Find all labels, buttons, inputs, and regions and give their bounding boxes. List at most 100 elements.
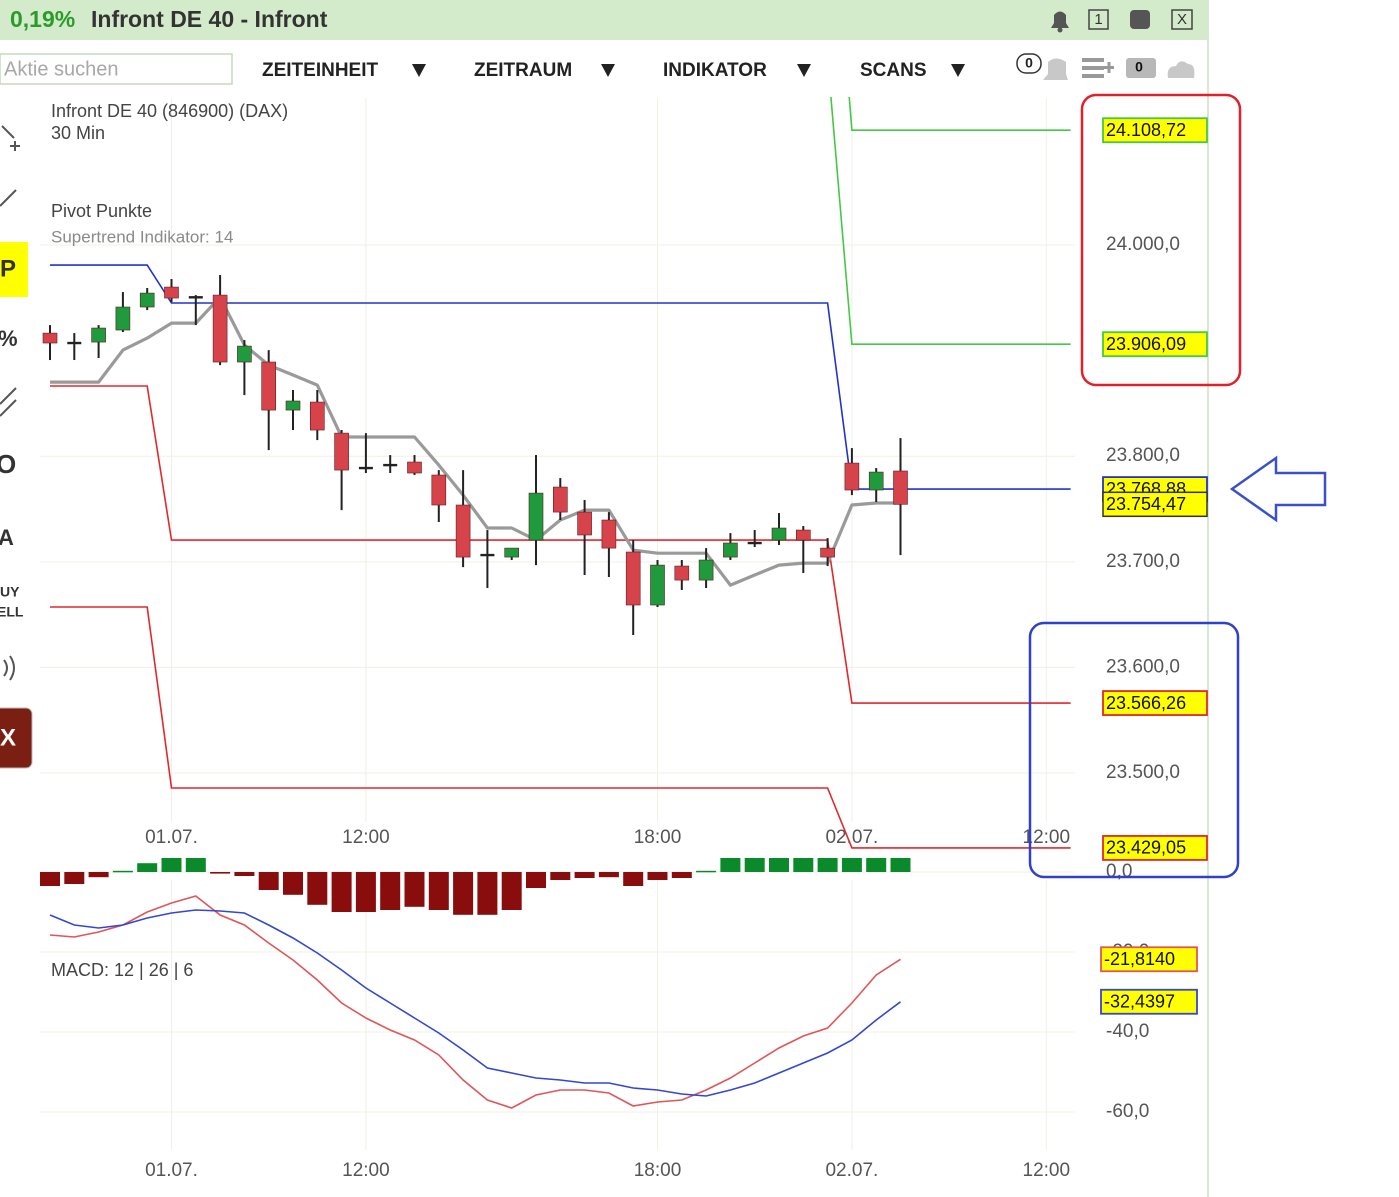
dropdown-arrow[interactable]	[412, 64, 426, 77]
candle-body	[455, 504, 471, 558]
y-tick-label: -60,0	[1106, 1101, 1149, 1122]
y-tick-label: -40,0	[1106, 1021, 1149, 1042]
x-tick-label: 12:00	[342, 1160, 390, 1181]
candle-body	[237, 345, 252, 363]
candle-body	[893, 470, 908, 505]
histogram-bar	[428, 872, 449, 910]
close-button-label: X	[1177, 11, 1187, 28]
indicator-label: Pivot Punkte	[51, 201, 152, 221]
interval-label: 30 Min	[51, 123, 105, 143]
sidebar-label[interactable]: UY	[0, 584, 20, 600]
sidebar-label: P	[0, 255, 16, 282]
candle-body	[67, 341, 82, 345]
histogram-bar	[380, 872, 401, 910]
cursor-tool[interactable]	[1, 125, 20, 151]
line-tool[interactable]	[0, 189, 17, 207]
highlight-box	[1028, 621, 1240, 879]
histogram-bar	[574, 872, 595, 878]
pivot-line	[50, 264, 1071, 490]
indicator-value-label-box	[1100, 946, 1198, 973]
histogram-bar	[696, 870, 717, 873]
sidebar-label[interactable]: O	[0, 449, 16, 479]
histogram-bar	[210, 872, 231, 874]
candle-body	[601, 519, 617, 549]
sidebar-label[interactable]: %	[0, 326, 18, 351]
alert-badge[interactable]	[1016, 53, 1042, 74]
plot	[42, 97, 1071, 849]
menu-item[interactable]: SCANS	[860, 60, 927, 81]
candle-body	[528, 492, 544, 541]
window-button[interactable]: 1	[1088, 9, 1109, 30]
candle-body	[285, 400, 301, 411]
histogram-bar	[283, 872, 303, 895]
highlight-box	[1080, 93, 1242, 387]
bell-icon[interactable]	[1051, 11, 1069, 33]
candle-body	[674, 565, 690, 581]
indicator-value-label: -32,4397	[1104, 992, 1175, 1012]
maximize-button[interactable]	[1130, 10, 1150, 29]
close-button[interactable]: X	[1171, 9, 1193, 30]
title-bar	[0, 0, 1208, 40]
histogram-bar	[841, 858, 862, 872]
menu-item[interactable]: INDIKATOR	[663, 60, 767, 81]
candle-body	[625, 551, 641, 606]
candle-body	[212, 294, 228, 363]
indicator-label: MACD: 12 | 26 | 6	[51, 960, 193, 980]
last-price-label: 23.754,47	[1106, 494, 1186, 514]
candle-body	[480, 553, 495, 557]
sidebar-label[interactable]: A	[0, 525, 14, 550]
candle-body	[795, 529, 811, 541]
pivot-tool[interactable]	[0, 242, 28, 297]
histogram-bar	[793, 858, 814, 872]
candle-body	[650, 564, 665, 606]
folder-badge[interactable]	[1126, 58, 1156, 78]
x-tick-label: 02.07.	[825, 827, 878, 848]
histogram-bar	[598, 872, 619, 878]
price-label-box	[1102, 331, 1208, 358]
cloud-icon[interactable]	[1167, 61, 1195, 78]
change-percent: 0,19%	[10, 6, 75, 32]
histogram-bar	[526, 872, 546, 888]
histogram-bar	[137, 863, 158, 872]
drawing-toolbar: P % O A UY ELL X	[0, 125, 33, 769]
menu-item[interactable]: ZEITRAUM	[474, 60, 572, 81]
delete-button[interactable]	[0, 707, 33, 769]
indicator-value-label: -21,8140	[1104, 949, 1175, 969]
pivot-line	[848, 97, 1071, 131]
histogram-bar	[623, 872, 644, 886]
candle-body	[868, 471, 884, 491]
histogram-bar	[647, 872, 668, 880]
histogram-bar	[720, 858, 741, 872]
sound-tool[interactable]	[3, 655, 15, 681]
watchlist-add-icon[interactable]	[1082, 58, 1114, 78]
candle-body	[504, 547, 520, 558]
alert-icon[interactable]	[1043, 58, 1068, 81]
search-input[interactable]	[0, 53, 233, 85]
candle-body	[334, 432, 349, 471]
candle-body	[358, 466, 373, 470]
dropdown-arrow[interactable]	[601, 64, 615, 77]
histogram-bar	[185, 858, 206, 872]
dropdown-arrow[interactable]	[797, 64, 811, 77]
histogram-bar	[501, 872, 522, 910]
price-label: 23.906,09	[1106, 334, 1186, 354]
candle-body	[552, 486, 568, 513]
candle-body	[139, 292, 155, 308]
y-tick-label: 23.600,0	[1106, 656, 1180, 677]
histogram-bar	[477, 872, 498, 915]
candle-body	[164, 286, 179, 299]
candle-body	[844, 462, 860, 491]
channel-tool[interactable]	[0, 387, 17, 417]
macd-line	[49, 909, 901, 1097]
price-label-box	[1102, 117, 1208, 144]
alert-badge-count: 0	[1025, 55, 1033, 71]
pivot-line	[50, 385, 1071, 704]
candle-body	[261, 361, 277, 411]
menu-item[interactable]: ZEITEINHEIT	[262, 60, 379, 81]
candle-body	[723, 542, 738, 558]
x-tick-label: 12:00	[342, 827, 390, 848]
candle-body	[309, 401, 325, 431]
histogram-bar	[234, 872, 255, 876]
dropdown-arrow[interactable]	[951, 64, 965, 77]
sidebar-label[interactable]: ELL	[0, 604, 24, 620]
